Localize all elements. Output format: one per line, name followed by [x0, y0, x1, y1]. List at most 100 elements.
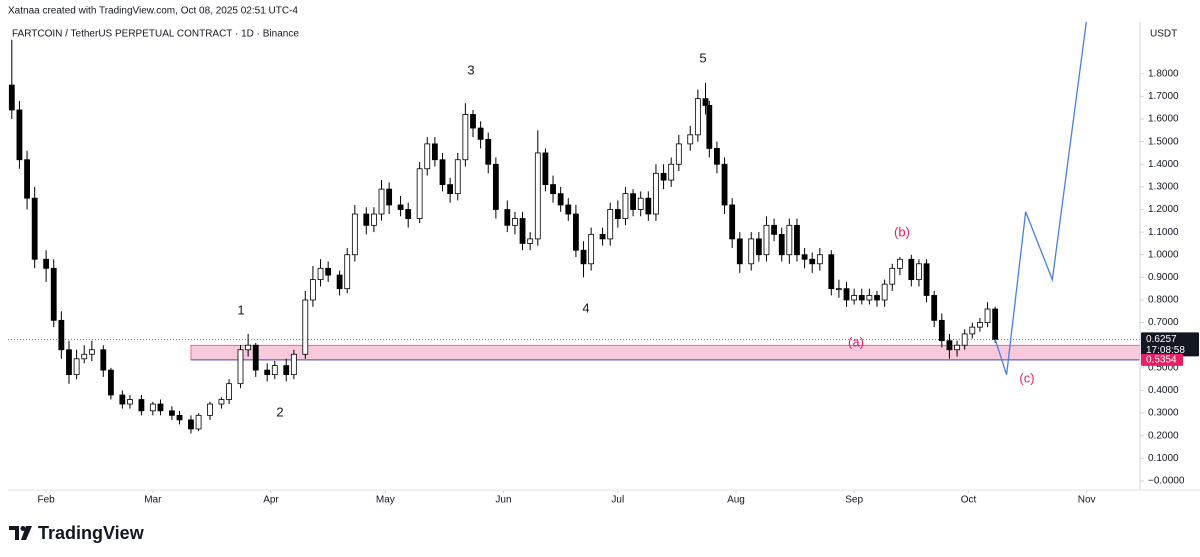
candle-body [763, 224, 770, 256]
candle-body [252, 344, 259, 371]
x-tick-label: Sep [845, 495, 863, 506]
y-tick-label: 1.7000 [1148, 91, 1179, 102]
wave-label: (a) [848, 334, 864, 349]
candle-body [816, 254, 823, 265]
candle-body [565, 204, 572, 215]
candle-body [889, 267, 896, 285]
candle-body [630, 193, 636, 210]
x-tick-label: May [376, 495, 395, 506]
candle-body [237, 349, 244, 385]
candle-body [645, 197, 652, 215]
wave-label: 3 [467, 62, 474, 77]
candle-body [607, 209, 614, 240]
candle-body [351, 213, 358, 256]
candle-body [599, 233, 606, 240]
wave-label: (b) [894, 224, 910, 239]
candle-body [527, 238, 534, 244]
wave-label: 5 [699, 50, 706, 65]
candle-body [325, 267, 332, 276]
x-tick-label: Nov [1078, 495, 1096, 506]
projection-line [994, 22, 1087, 375]
candle-body [119, 394, 126, 405]
candle-body [370, 213, 377, 226]
candle-body [687, 134, 694, 145]
y-tick-label: 0.3000 [1148, 408, 1179, 419]
y-tick-label: 1.2000 [1148, 204, 1179, 215]
x-tick-label: Jul [611, 495, 624, 506]
candle-body [31, 197, 38, 260]
candle-body [290, 353, 297, 376]
candle-body [397, 204, 404, 210]
candle-body [168, 410, 175, 416]
candle-body [344, 254, 351, 290]
y-tick-label: 1.6000 [1148, 114, 1179, 125]
candle-body [16, 109, 23, 161]
y-tick-label: 0.7000 [1148, 317, 1179, 328]
y-tick-label: 0.8000 [1148, 295, 1179, 306]
candle-body [43, 258, 50, 269]
last-price-label: 0.6257 [1146, 334, 1177, 345]
symbol-title: FARTCOIN / TetherUS PERPETUAL CONTRACT ·… [12, 29, 299, 40]
candle-body [675, 143, 682, 165]
candle-body [977, 322, 983, 328]
y-tick-label: 1.0000 [1148, 249, 1179, 260]
candle-body [416, 168, 423, 219]
candle-body [8, 84, 15, 111]
candle-body [363, 213, 370, 226]
x-tick-label: Jun [495, 495, 511, 506]
last-price-box [1141, 332, 1199, 357]
y-tick-label: 0.9000 [1148, 272, 1179, 283]
candle-body [264, 369, 271, 376]
candle-body [462, 114, 469, 161]
countdown-label: 17:08:58 [1146, 345, 1185, 356]
y-tick-label: 1.8000 [1148, 68, 1179, 79]
candle-body [88, 349, 95, 355]
candle-body [336, 274, 343, 290]
candle-body [580, 249, 587, 265]
candle-body [721, 163, 728, 206]
candle-body [938, 319, 945, 342]
candle-body [492, 163, 499, 210]
candle-body [378, 188, 385, 215]
y-tick-label: −0.0000 [1148, 476, 1185, 487]
candle-body [969, 326, 976, 335]
candle-body [439, 159, 446, 186]
candle-body [226, 383, 232, 400]
candle-body [694, 98, 701, 136]
plot-layer [8, 22, 1087, 434]
candle-body [188, 419, 194, 430]
x-tick-label: Oct [961, 495, 977, 506]
candle-body [828, 254, 835, 290]
candle-body [714, 148, 720, 165]
logo-mark [9, 526, 19, 540]
candle-body [794, 224, 800, 256]
candle-body [801, 254, 808, 260]
candle-body [923, 263, 930, 296]
candle-body [881, 283, 888, 301]
candle-body [195, 414, 202, 430]
candle-body [66, 349, 72, 376]
y-tick-label: 1.5000 [1148, 136, 1179, 147]
candle-body [24, 159, 30, 199]
candle-body [637, 197, 644, 210]
candle-body [108, 369, 114, 396]
candle-body [874, 295, 880, 301]
candle-body [573, 213, 579, 251]
candle-body [835, 288, 842, 291]
candle-body [931, 295, 938, 321]
candle-body [786, 224, 793, 256]
candle-body [668, 163, 675, 181]
candle-body [519, 218, 526, 244]
candle-body [485, 138, 492, 165]
y-tick-label: 0.2000 [1148, 430, 1179, 441]
wave-label: (c) [1019, 370, 1034, 385]
candle-body [916, 263, 922, 281]
candle-body [100, 349, 107, 371]
candle-body [809, 258, 816, 265]
candle-body [504, 209, 511, 226]
candle-body [550, 184, 556, 195]
candle-body [851, 295, 858, 301]
zone-price-box [1141, 353, 1183, 366]
x-tick-label: Apr [263, 495, 279, 506]
